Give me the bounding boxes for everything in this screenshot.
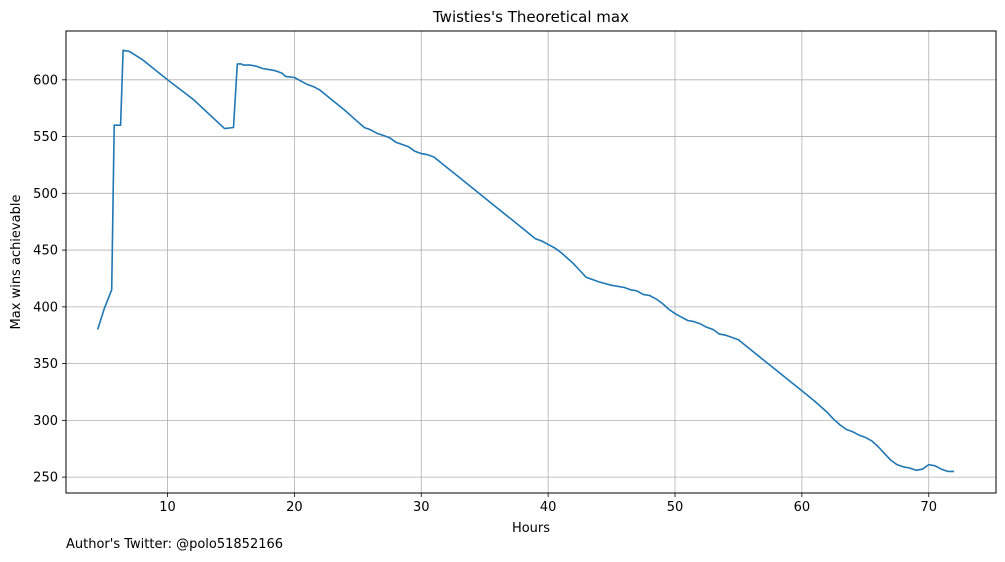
- grid-lines: [66, 31, 996, 493]
- y-tick-label: 300: [33, 414, 58, 429]
- x-tick-label: 30: [413, 500, 430, 515]
- x-tick-label: 50: [667, 500, 684, 515]
- series-layer: [96, 49, 955, 473]
- author-twitter-caption: Author's Twitter: @polo51852166: [66, 537, 284, 552]
- y-axis-label: Max wins achievable: [9, 195, 24, 330]
- y-tick-label: 350: [33, 357, 58, 372]
- x-tick-label: 40: [540, 500, 557, 515]
- y-tick-label: 600: [33, 73, 58, 88]
- series-line: [96, 49, 955, 473]
- y-tick-label: 250: [33, 471, 58, 486]
- x-tick-label: 70: [920, 500, 937, 515]
- y-tick-label: 400: [33, 300, 58, 315]
- plot-frame: [65, 30, 997, 494]
- y-tick-label: 500: [33, 187, 58, 202]
- x-tick-label: 10: [159, 500, 176, 515]
- x-tick-label: 60: [794, 500, 811, 515]
- y-tick-label: 450: [33, 244, 58, 259]
- x-axis-label: Hours: [512, 521, 550, 536]
- x-tick-label: 20: [286, 500, 303, 515]
- y-tick-label: 550: [33, 130, 58, 145]
- axis-ticks: 10 20 30 40 50 60 70 250 300 350 400 450 500 550 600: [33, 73, 937, 515]
- chart-title: Twisties's Theoretical max: [432, 8, 629, 26]
